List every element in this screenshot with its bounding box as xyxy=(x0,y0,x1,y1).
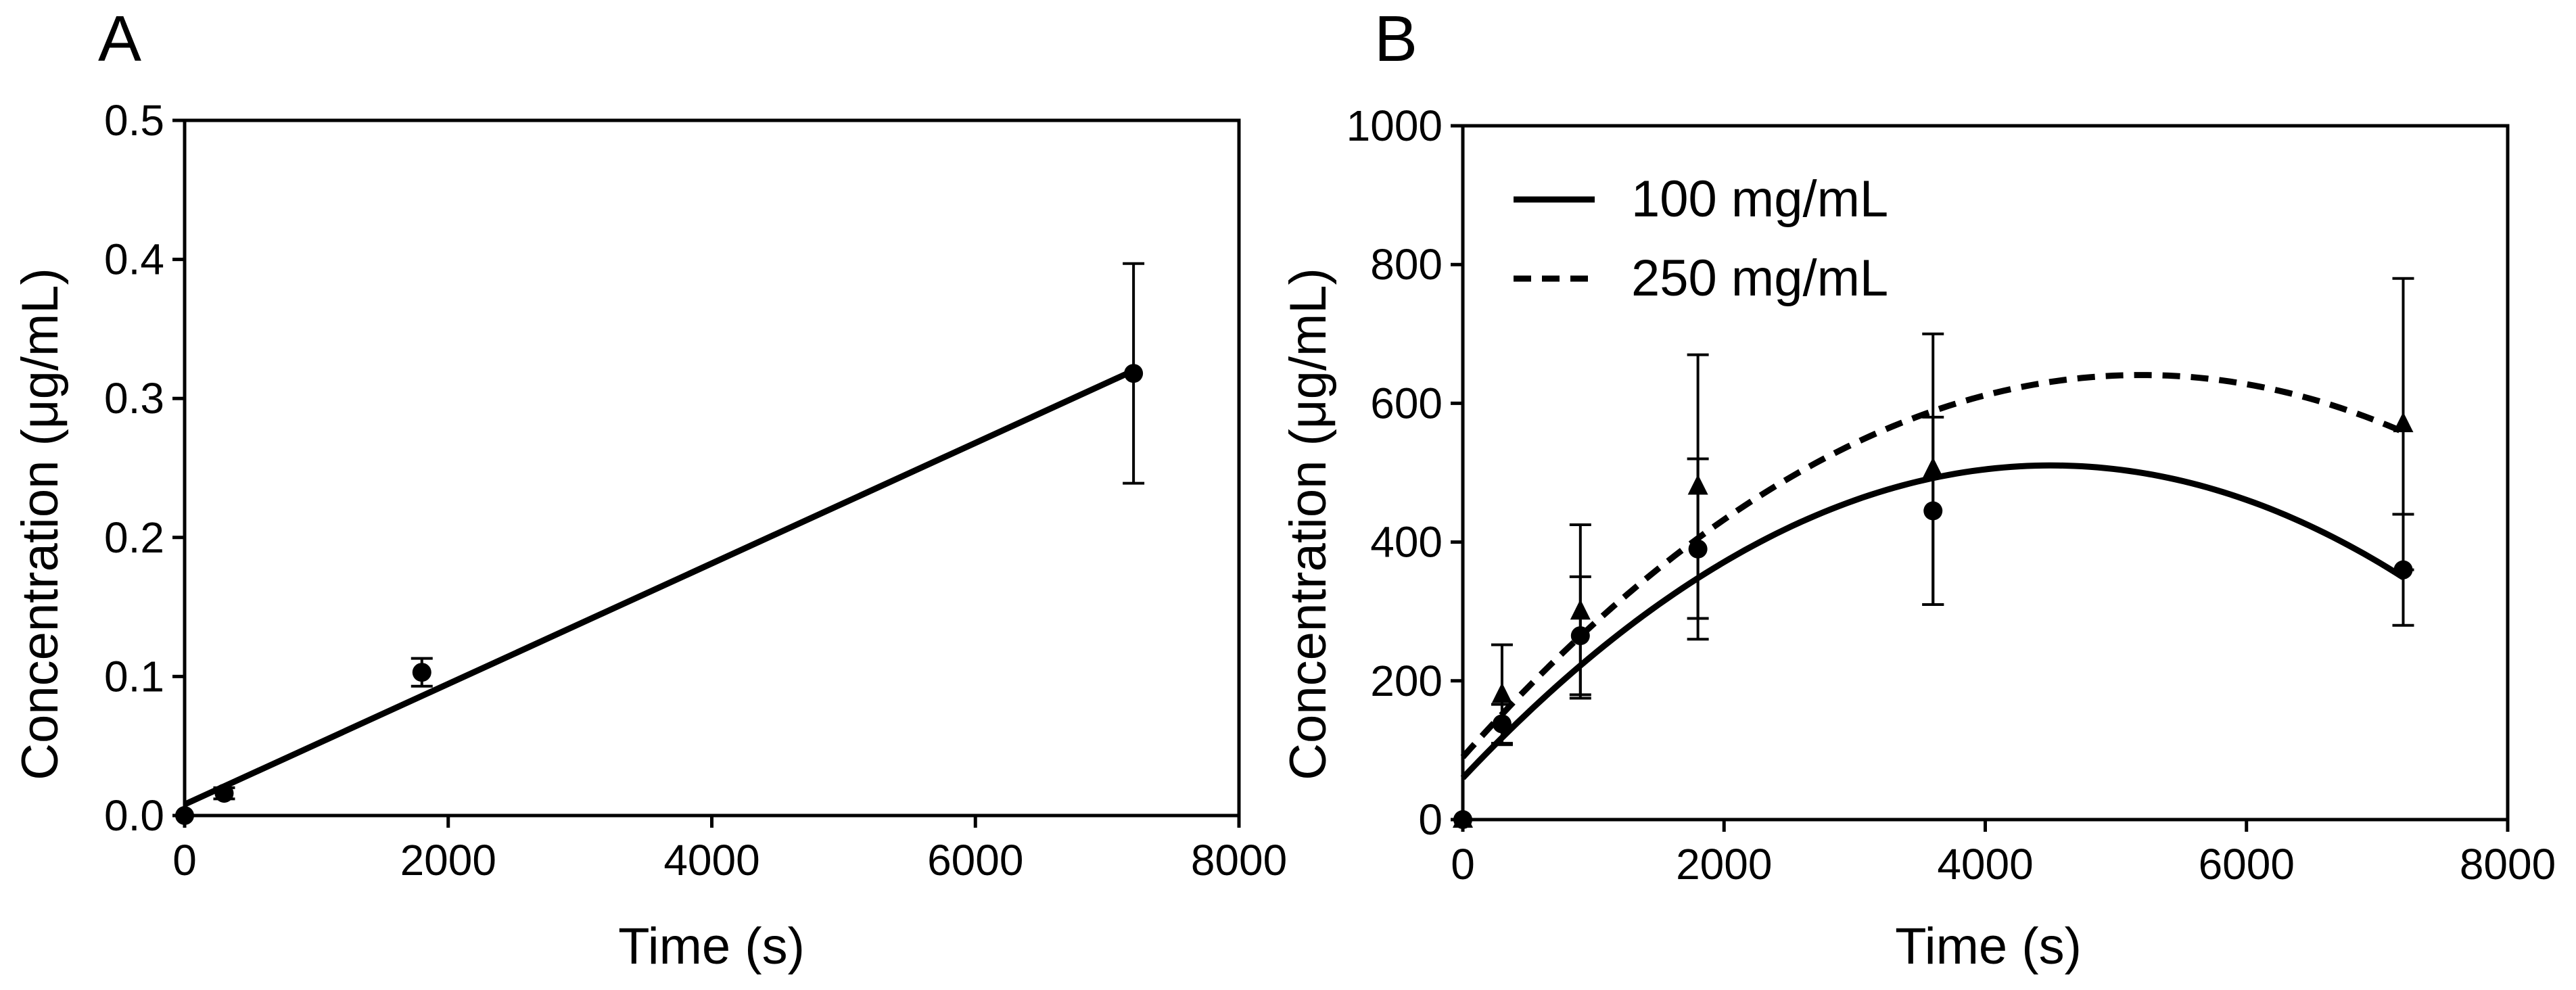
panel-a-y-tick-label: 0.1 xyxy=(104,652,164,701)
panel-b-x-tick-label: 0 xyxy=(1451,840,1475,889)
panel-b-data-point-triangle xyxy=(1687,474,1708,495)
panel-a-x-tick-label: 8000 xyxy=(1191,836,1287,885)
panel-a-y-tick-label: 0.3 xyxy=(104,374,164,423)
panel-a-y-tick-label: 0.0 xyxy=(104,791,164,840)
panel-b-data-point-triangle xyxy=(1570,599,1591,620)
panel-b-data-point-triangle xyxy=(1453,807,1473,828)
panel-a-y-tick-label: 0.5 xyxy=(104,96,164,145)
legend-label-100: 100 mg/mL xyxy=(1631,170,1888,228)
panel-b-y-axis-title: Concentration (μg/mL) xyxy=(1280,268,1337,780)
panel-a-x-axis-title: Time (s) xyxy=(618,918,805,975)
panel-a-x-tick-label: 4000 xyxy=(663,836,759,885)
panel-b-y-tick-label: 400 xyxy=(1370,518,1443,567)
panel-b-chart: B Time (s) Concentration (μg/mL) 100 mg/… xyxy=(1280,3,2556,975)
panel-a-y-axis-title: Concentration (μg/mL) xyxy=(11,268,69,780)
panel-a-y-tick-label: 0.2 xyxy=(104,513,164,562)
panel-b-y-tick-label: 200 xyxy=(1370,657,1443,705)
panel-a-plot-frame xyxy=(183,118,1241,818)
panel-b-x-axis-title: Time (s) xyxy=(1895,918,2082,975)
panel-a-label: A xyxy=(98,3,141,75)
panel-b-x-tick-label: 8000 xyxy=(2460,840,2556,889)
panel-a-x-tick-label: 6000 xyxy=(927,836,1023,885)
panel-a-fit-line xyxy=(183,367,1135,807)
panel-a-data-point xyxy=(175,806,194,825)
panel-a-x-tick-label: 2000 xyxy=(400,836,496,885)
panel-a-data-point xyxy=(412,663,431,682)
panel-a-chart: A Time (s) Concentration (μg/mL) 0 2000 40… xyxy=(11,3,1287,975)
panel-b-y-tick-label: 800 xyxy=(1370,240,1443,289)
panel-b-y-tick-label: 600 xyxy=(1370,379,1443,427)
panel-b-y-tick-label: 0 xyxy=(1418,795,1443,844)
panel-a-x-tick-label: 0 xyxy=(172,836,197,885)
panel-a-y-tick-label: 0.4 xyxy=(104,235,164,284)
panel-b-data-point-triangle xyxy=(1491,682,1512,703)
panel-b-label: B xyxy=(1374,3,1418,75)
panel-b-data-point-triangle xyxy=(1923,456,1944,477)
panel-b-x-tick-label: 6000 xyxy=(2199,840,2295,889)
legend-label-250: 250 mg/mL xyxy=(1631,250,1888,307)
panel-b-data-point-triangle xyxy=(2393,412,2414,433)
panel-b-y-tick-label: 1000 xyxy=(1346,101,1443,150)
panel-b-x-tick-label: 4000 xyxy=(1937,840,2033,889)
panel-b-legend: 100 mg/mL 250 mg/mL xyxy=(1514,170,1888,307)
panel-b-plot-frame xyxy=(1461,124,2510,822)
panel-b-x-tick-label: 2000 xyxy=(1676,840,1772,889)
